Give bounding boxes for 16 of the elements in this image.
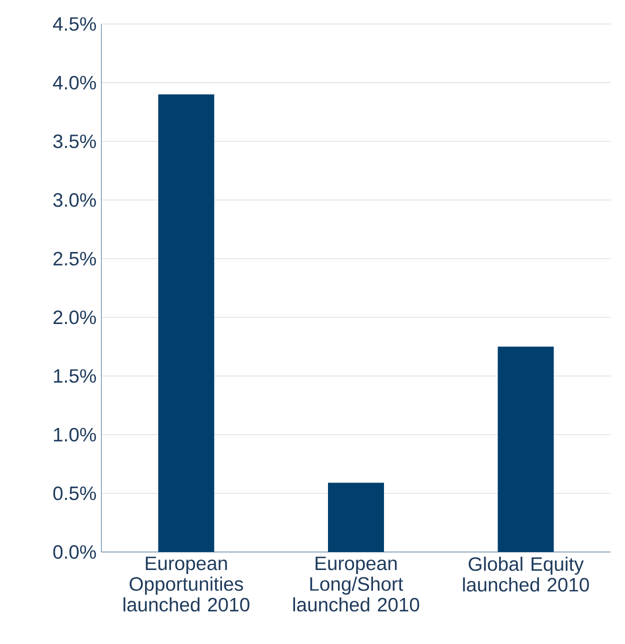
y-tick-label: 0.0% (53, 545, 96, 559)
y-tick-label: 2.5% (54, 252, 96, 266)
y-tick-label: 2.0% (54, 310, 96, 324)
y-tick-label: 3.5% (53, 134, 96, 148)
x-tick-label: European Opportunities launched 2010 (124, 556, 250, 612)
y-tick-label: 0.5% (53, 486, 96, 500)
x-tick-label: European Long/Short launched 2010 (293, 556, 420, 612)
bar (498, 346, 554, 552)
y-tick-label: 4.5% (52, 17, 96, 31)
bar (328, 482, 384, 552)
y-tick-label: 3.0% (53, 193, 96, 207)
x-tick-label: Global Equity launched 2010 (463, 556, 589, 592)
y-tick-label: 4.0% (52, 76, 96, 90)
y-tick-label: 1.0% (54, 428, 96, 442)
bar (158, 94, 214, 552)
y-tick-label: 1.5% (54, 369, 96, 383)
